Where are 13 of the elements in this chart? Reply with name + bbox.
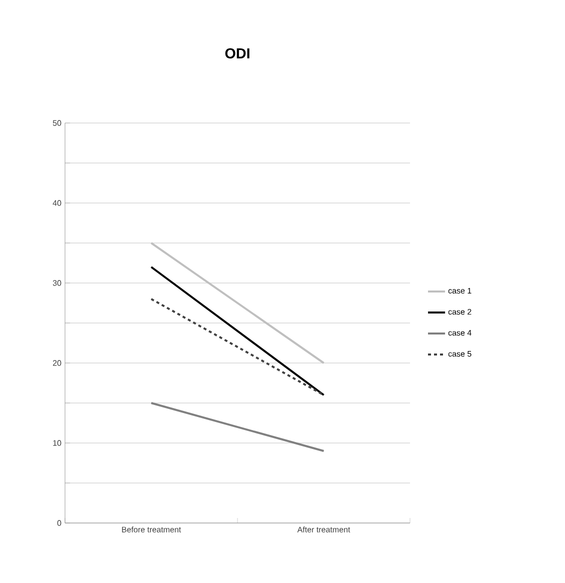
legend-label: case 1 bbox=[448, 288, 472, 294]
y-tick-label: 30 bbox=[52, 280, 62, 286]
chart-title: ODI bbox=[225, 48, 250, 58]
x-tick-label: After treatment bbox=[297, 526, 350, 532]
legend-label: case 5 bbox=[448, 351, 472, 357]
y-tick-label: 10 bbox=[53, 440, 62, 446]
y-tick-label: 0 bbox=[57, 520, 62, 526]
legend-label: case 2 bbox=[448, 308, 472, 315]
y-tick-label: 50 bbox=[52, 120, 62, 126]
y-tick-label: 40 bbox=[52, 200, 62, 206]
legend-label: case 4 bbox=[448, 330, 472, 336]
x-tick-label: Before treatment bbox=[122, 526, 181, 532]
y-tick-label: 20 bbox=[52, 360, 62, 366]
